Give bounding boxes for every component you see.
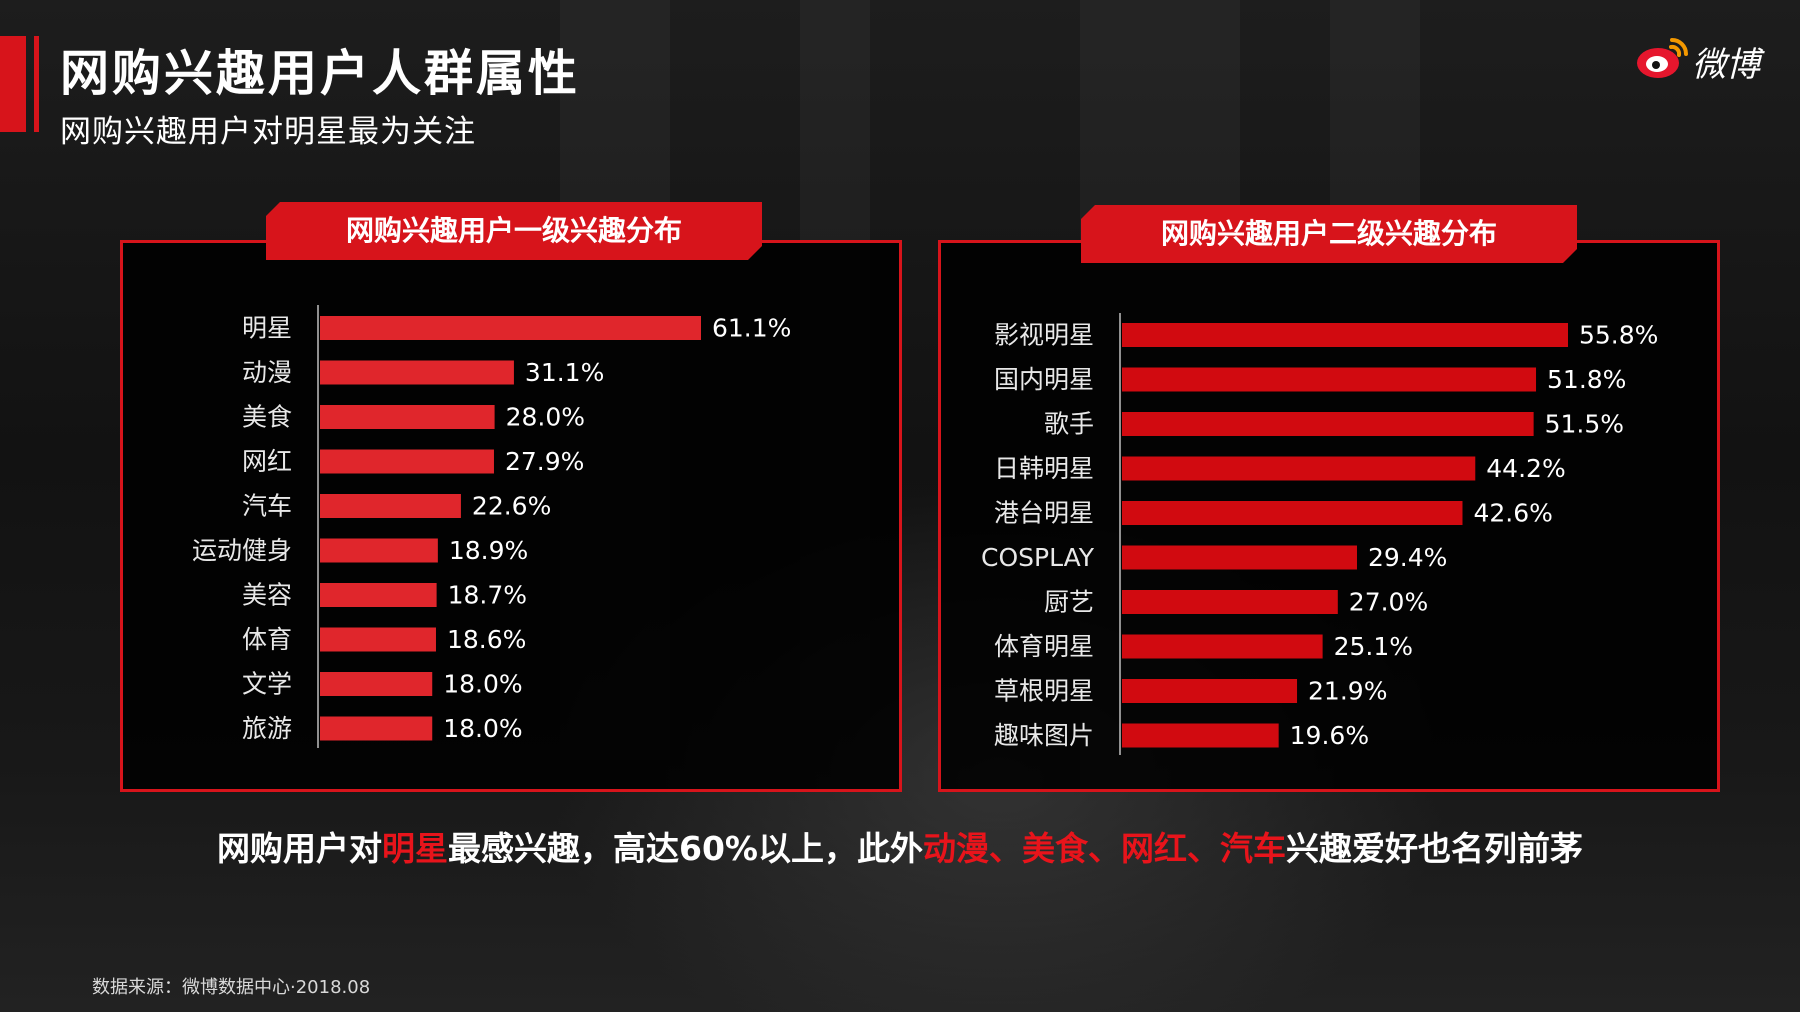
- category-label: 歌手: [1044, 410, 1094, 439]
- category-label: 网红: [242, 447, 292, 476]
- category-label: 影视明星: [994, 321, 1094, 350]
- bar: [320, 360, 514, 385]
- bar: [320, 494, 461, 518]
- category-label: 日韩明星: [994, 454, 1094, 483]
- bar: [1122, 590, 1338, 614]
- bar: [1122, 501, 1463, 525]
- bar: [320, 627, 436, 652]
- bar: [1122, 456, 1476, 481]
- value-label: 22.6%: [472, 492, 551, 521]
- value-label: 18.0%: [443, 670, 522, 699]
- category-label: 厨艺: [1044, 588, 1094, 617]
- bar: [320, 716, 433, 741]
- bar: [1122, 634, 1323, 659]
- chart-title-secondary: 网购兴趣用户二级兴趣分布: [1081, 205, 1577, 263]
- chart-title-primary: 网购兴趣用户一级兴趣分布: [266, 202, 762, 260]
- value-label: 31.1%: [525, 358, 604, 387]
- value-label: 25.1%: [1334, 632, 1413, 661]
- category-label: 国内明星: [994, 365, 1094, 394]
- category-label: 汽车: [242, 492, 292, 521]
- page-title: 网购兴趣用户人群属性: [60, 45, 581, 102]
- page-subtitle: 网购兴趣用户对明星最为关注: [60, 114, 476, 150]
- secondary-interest-bar-chart: 影视明星 55.8% 国内明星 51.8% 歌手 51.5% 日韩明星 44.2% 港台明星 42…: [981, 313, 1658, 755]
- bar: [1122, 723, 1279, 748]
- value-label: 18.6%: [447, 625, 526, 654]
- value-label: 21.9%: [1308, 677, 1387, 706]
- value-label: 51.5%: [1545, 410, 1624, 439]
- category-label: 旅游: [242, 714, 292, 743]
- data-source: 数据来源：微博数据中心·2018.08: [92, 977, 371, 998]
- category-label: 运动健身: [192, 536, 292, 565]
- conclusion-part: 网购用户对: [217, 829, 382, 868]
- value-label: 44.2%: [1486, 454, 1565, 483]
- category-label: 美容: [242, 581, 292, 610]
- value-label: 18.0%: [443, 714, 522, 743]
- category-label: 动漫: [242, 358, 292, 387]
- conclusion-highlight: 明星: [382, 829, 448, 868]
- value-label: 18.9%: [449, 536, 528, 565]
- category-label: 趣味图片: [994, 721, 1094, 750]
- category-label: 体育明星: [994, 632, 1094, 661]
- value-label: 19.6%: [1290, 721, 1369, 750]
- category-label: 文学: [242, 670, 292, 699]
- conclusion-part: 最感兴趣，高达60%以上，此外: [448, 829, 923, 868]
- conclusion-text: 网购用户对明星最感兴趣，高达60%以上，此外动漫、美食、网红、汽车兴趣爱好也名列…: [0, 822, 1800, 870]
- bar: [320, 583, 437, 607]
- value-label: 51.8%: [1547, 365, 1626, 394]
- value-label: 55.8%: [1579, 321, 1658, 350]
- value-label: 27.9%: [505, 447, 584, 476]
- bar: [1122, 412, 1534, 436]
- weibo-eye-icon: [1637, 38, 1688, 78]
- value-label: 42.6%: [1473, 499, 1552, 528]
- category-label: 港台明星: [994, 499, 1094, 528]
- value-label: 29.4%: [1368, 543, 1447, 572]
- weibo-logo: [1634, 32, 1774, 84]
- bar: [1122, 545, 1357, 570]
- value-label: 18.7%: [448, 581, 527, 610]
- primary-interest-bar-chart: 明星 61.1% 动漫 31.1% 美食 28.0% 网红 27.9% 汽车 22.6% 运动健身 1…: [192, 305, 791, 748]
- conclusion-highlight: 动漫、美食、网红、汽车: [923, 829, 1286, 868]
- category-label: COSPLAY: [981, 543, 1095, 572]
- bar: [320, 449, 494, 474]
- bar: [1122, 367, 1537, 392]
- category-label: 美食: [242, 403, 292, 432]
- value-label: 28.0%: [506, 403, 585, 432]
- title-accent-line: [34, 36, 39, 132]
- title-accent-bar: [0, 36, 26, 132]
- category-label: 草根明星: [994, 677, 1094, 706]
- bar: [1122, 679, 1298, 703]
- bar: [320, 316, 701, 340]
- bar: [320, 672, 433, 696]
- logo-text: 微博: [1692, 45, 1760, 85]
- category-label: 体育: [242, 625, 292, 654]
- conclusion-part: 兴趣爱好也名列前茅: [1286, 829, 1583, 868]
- bar: [1122, 323, 1568, 347]
- bar: [320, 538, 438, 563]
- bar: [320, 405, 495, 429]
- category-label: 明星: [242, 314, 292, 343]
- value-label: 27.0%: [1349, 588, 1428, 617]
- value-label: 61.1%: [712, 314, 791, 343]
